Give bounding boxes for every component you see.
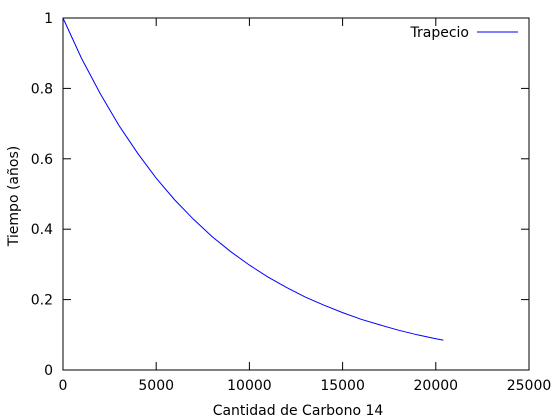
- y-tick-label: 0.6: [31, 152, 53, 168]
- legend: Trapecio: [410, 25, 518, 41]
- x-tick-label: 15000: [320, 378, 365, 394]
- y-tick-label: 0.4: [31, 222, 53, 238]
- axis-ticks: [62, 17, 530, 371]
- series-lines: [62, 17, 444, 341]
- legend-label: Trapecio: [410, 25, 469, 41]
- x-tick-label: 25000: [507, 378, 552, 394]
- x-axis-label: Cantidad de Carbono 14: [213, 403, 384, 419]
- x-tick-label: 0: [59, 378, 68, 394]
- y-tick-label: 0: [44, 363, 53, 379]
- x-tick-label: 20000: [414, 378, 459, 394]
- y-axis-label: Tiempo (años): [6, 146, 22, 247]
- y-tick-label: 0.2: [31, 293, 53, 309]
- series-line: [62, 17, 444, 341]
- x-tick-label: 5000: [138, 378, 174, 394]
- y-tick-label: 1: [44, 11, 53, 27]
- plot-frame: [62, 17, 530, 371]
- y-tick-label: 0.8: [31, 81, 53, 97]
- tick-labels: 0 5000 10000 15000 20000 25000 0 0.2 0.4 0.6 0.8 1: [31, 11, 552, 394]
- x-tick-label: 10000: [227, 378, 272, 394]
